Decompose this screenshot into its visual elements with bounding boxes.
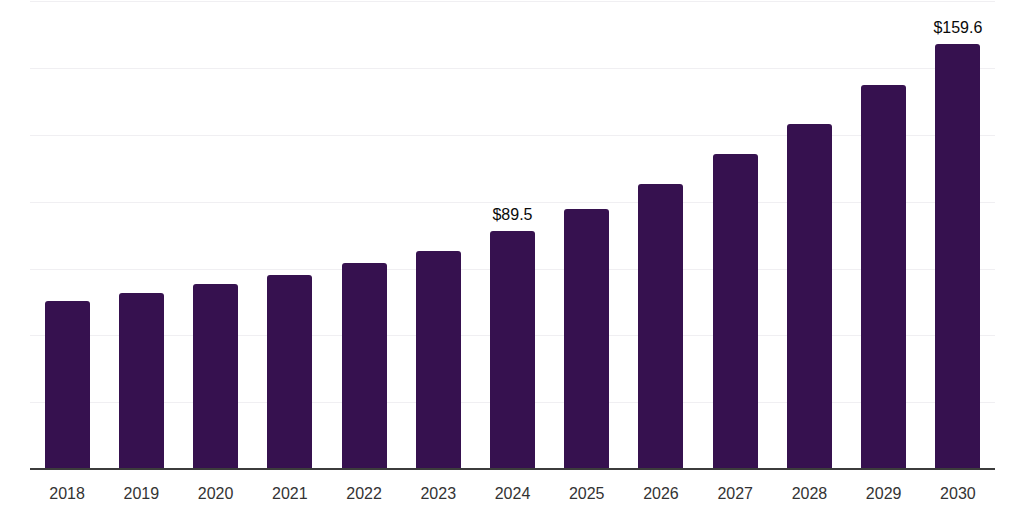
bar-2022 bbox=[342, 263, 387, 470]
bar-2027 bbox=[713, 154, 758, 470]
bar-2025 bbox=[564, 209, 609, 470]
x-tick-label-2022: 2022 bbox=[329, 485, 399, 503]
bar-2026 bbox=[638, 184, 683, 470]
bar-2019 bbox=[119, 293, 164, 470]
gridline-y175 bbox=[30, 1, 995, 2]
x-tick-label-2020: 2020 bbox=[181, 485, 251, 503]
gridline-y125 bbox=[30, 135, 995, 136]
x-tick-label-2027: 2027 bbox=[700, 485, 770, 503]
bar-value-label-2030: $159.6 bbox=[913, 19, 1003, 37]
x-tick-label-2030: 2030 bbox=[923, 485, 993, 503]
x-tick-label-2018: 2018 bbox=[32, 485, 102, 503]
bar-2021 bbox=[267, 275, 312, 470]
x-axis-line bbox=[30, 468, 995, 470]
x-tick-label-2025: 2025 bbox=[552, 485, 622, 503]
x-tick-label-2021: 2021 bbox=[255, 485, 325, 503]
bar-2018 bbox=[45, 301, 90, 470]
x-tick-label-2029: 2029 bbox=[849, 485, 919, 503]
x-tick-label-2024: 2024 bbox=[478, 485, 548, 503]
gridline-y150 bbox=[30, 68, 995, 69]
x-tick-label-2028: 2028 bbox=[774, 485, 844, 503]
x-tick-label-2023: 2023 bbox=[403, 485, 473, 503]
bar-2029 bbox=[861, 85, 906, 470]
bar-2020 bbox=[193, 284, 238, 470]
bar-value-label-2024: $89.5 bbox=[468, 206, 558, 224]
bar-2028 bbox=[787, 124, 832, 470]
bar-2024 bbox=[490, 231, 535, 470]
x-tick-label-2019: 2019 bbox=[106, 485, 176, 503]
bar-chart: $89.5$159.6 2018201920202021202220232024… bbox=[0, 0, 1024, 512]
plot-area: $89.5$159.6 bbox=[30, 0, 995, 470]
bar-2023 bbox=[416, 251, 461, 470]
x-tick-label-2026: 2026 bbox=[626, 485, 696, 503]
bar-2030 bbox=[935, 44, 980, 470]
gridline-y100 bbox=[30, 202, 995, 203]
